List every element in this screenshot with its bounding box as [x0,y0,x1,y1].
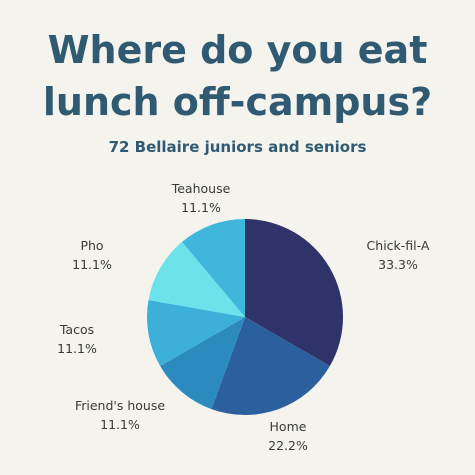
slice-label-name: Teahouse [171,181,231,196]
pie-slice-tacos [147,299,245,366]
chart-title: Where do you eat lunch off-campus? [0,24,475,128]
slice-label-value: 11.1% [72,257,112,272]
slice-label-value: 22.2% [268,438,308,453]
slice-label-name: Pho [80,238,103,253]
slice-label-name: Chick-fil-A [367,238,430,253]
chart-title-line-1: Where do you eat [47,28,428,72]
chart-title-line-2: lunch off-campus? [42,80,433,124]
pie-slice-home [211,317,330,416]
pie-slice-teahouse [182,219,245,317]
pie-slice-pho [148,241,245,317]
slice-label-name: Home [270,419,307,434]
slice-label-name: Friend's house [75,398,165,413]
pie-slice-friend-s-house [160,317,245,410]
slice-label-value: 33.3% [378,257,418,272]
pie-slice-chick-fil-a [245,219,343,366]
slice-label-value: 11.1% [100,417,140,432]
slice-label-value: 11.1% [57,341,97,356]
slice-label-name: Tacos [59,322,94,337]
chart-subtitle: 72 Bellaire juniors and seniors [108,138,367,156]
slice-label-value: 11.1% [181,200,221,215]
